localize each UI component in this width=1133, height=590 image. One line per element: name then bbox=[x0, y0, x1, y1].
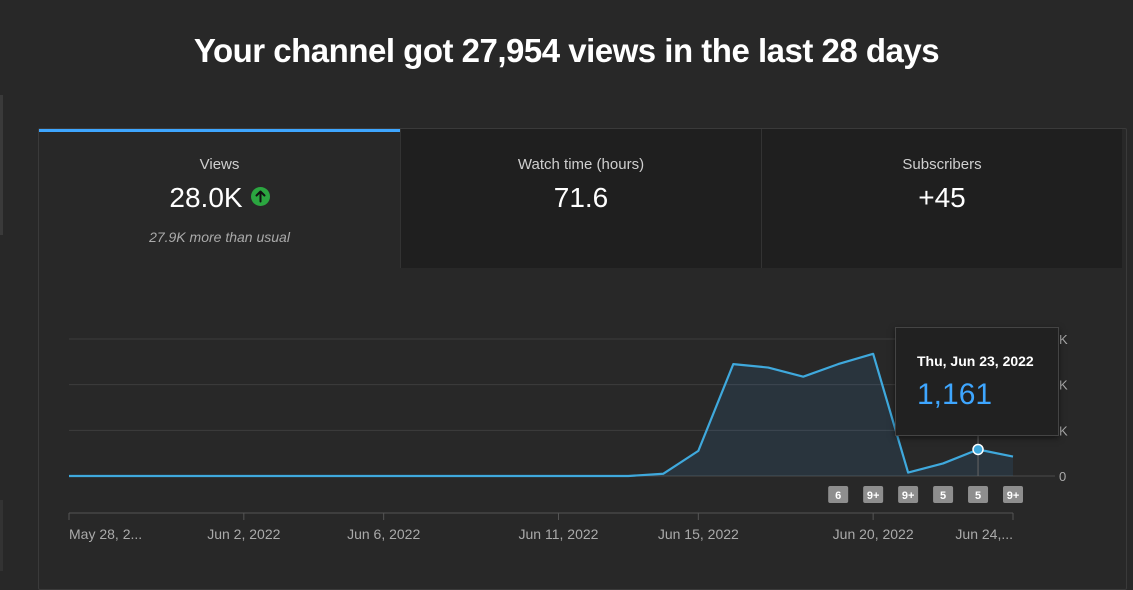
upload-marker-label: 9+ bbox=[902, 490, 915, 502]
x-tick-label: Jun 15, 2022 bbox=[658, 526, 739, 542]
upload-marker-label: 6 bbox=[835, 490, 841, 502]
x-tick-label: Jun 6, 2022 bbox=[347, 526, 420, 542]
y-tick-label: 0 bbox=[1059, 469, 1066, 484]
x-tick-label: Jun 24,... bbox=[955, 526, 1013, 542]
x-tick-label: Jun 2, 2022 bbox=[207, 526, 280, 542]
tooltip-value: 1,161 bbox=[917, 378, 992, 412]
views-chart[interactable]: 0 K K K 6 9+ 9+ 5 5 9+ May 28, 2... Jun 2, 2022 Jun … bbox=[0, 0, 1133, 571]
upload-marker-label: 5 bbox=[940, 490, 946, 502]
upload-marker-label: 9+ bbox=[1007, 490, 1020, 502]
upload-marker-label: 5 bbox=[975, 490, 981, 502]
x-tick-label: Jun 11, 2022 bbox=[519, 526, 599, 542]
x-tick-label: Jun 20, 2022 bbox=[833, 526, 914, 542]
y-tick-label: K bbox=[1059, 423, 1068, 438]
views-area bbox=[69, 354, 1013, 476]
chart-tooltip: Thu, Jun 23, 2022 1,161 bbox=[895, 327, 1059, 436]
highlight-point bbox=[973, 444, 983, 454]
tooltip-date: Thu, Jun 23, 2022 bbox=[917, 353, 1034, 369]
x-tick-label: May 28, 2... bbox=[69, 526, 142, 542]
y-tick-label: K bbox=[1059, 332, 1068, 347]
upload-marker-label: 9+ bbox=[867, 490, 880, 502]
y-tick-label: K bbox=[1059, 378, 1068, 393]
